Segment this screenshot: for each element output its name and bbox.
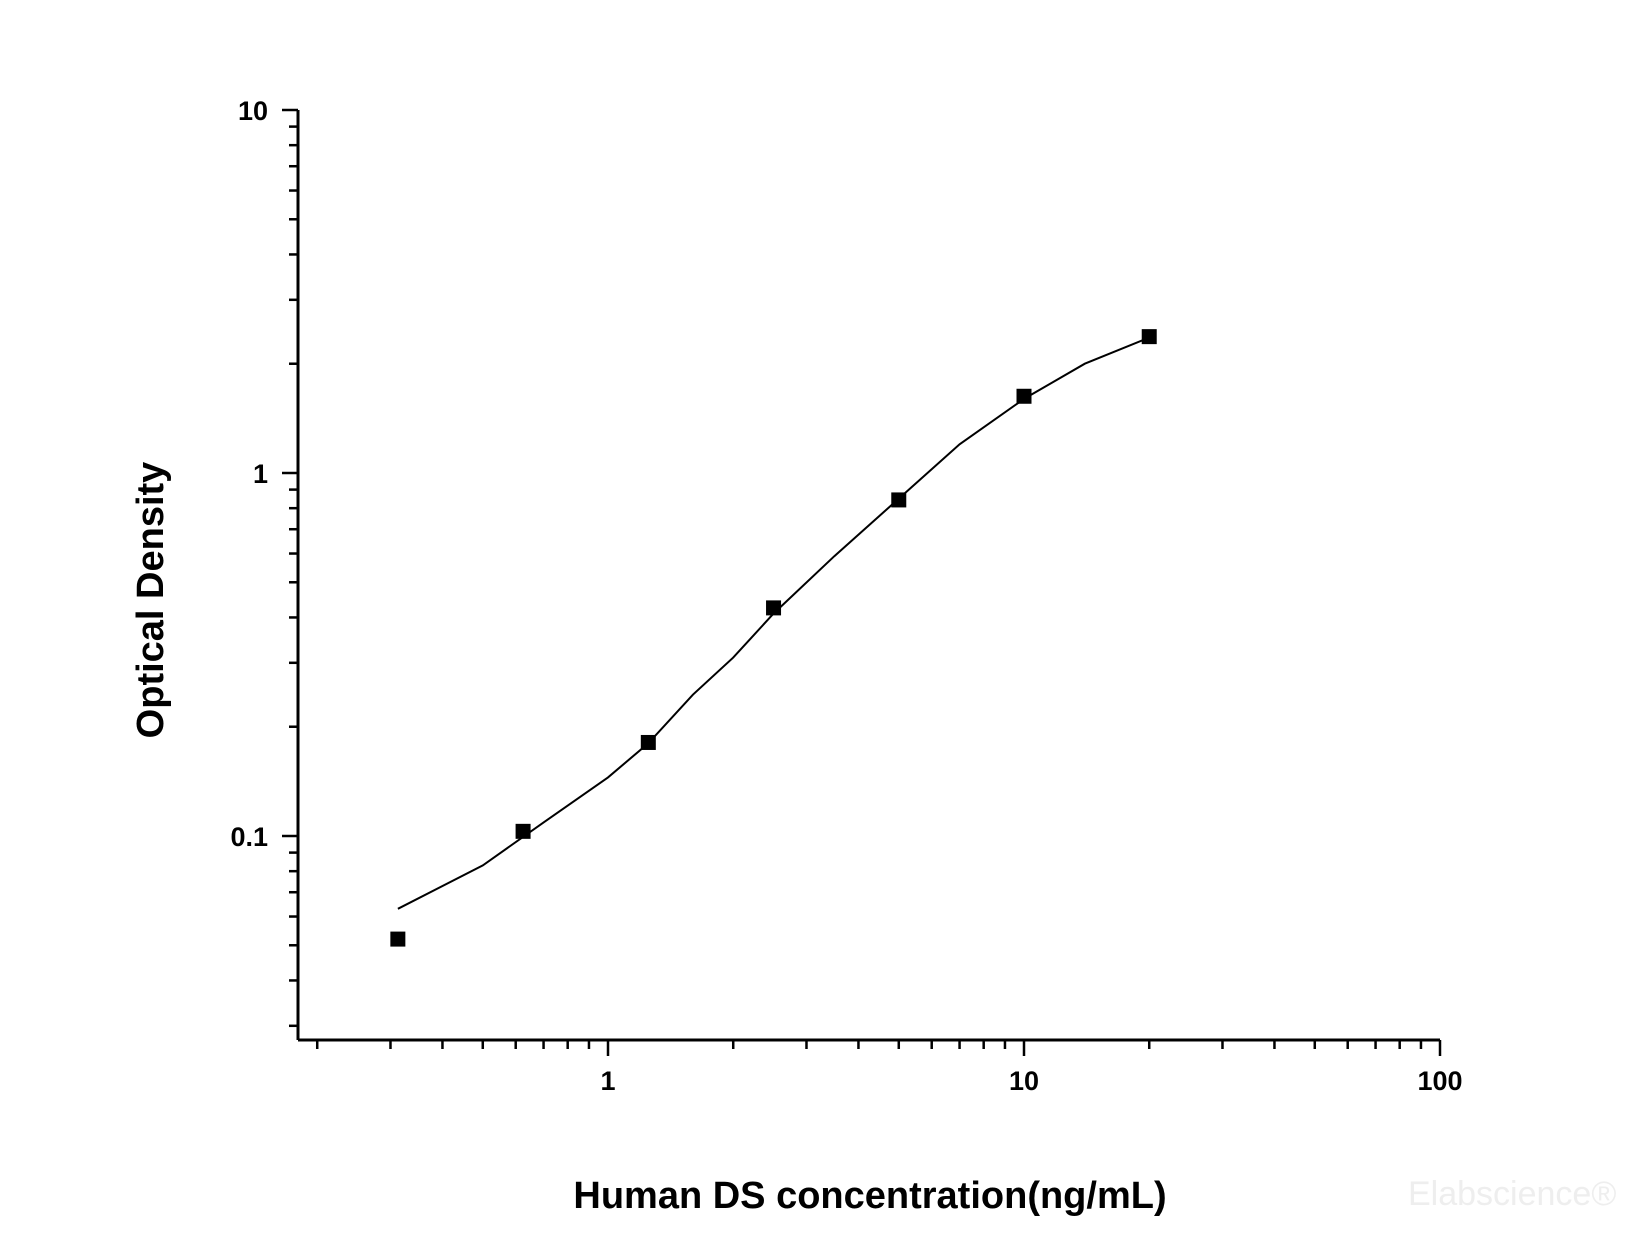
x-tick-label: 100 xyxy=(1417,1066,1462,1096)
fit-curve xyxy=(397,336,1150,910)
data-point xyxy=(640,734,656,750)
watermark-logo: Elabscience® xyxy=(1408,1175,1616,1213)
data-points xyxy=(390,329,1157,947)
y-tick-label: 1 xyxy=(253,459,268,489)
data-point xyxy=(1141,329,1157,345)
data-point xyxy=(390,931,406,947)
axes xyxy=(296,110,1440,1042)
data-point xyxy=(891,492,907,508)
fit-curve-layer xyxy=(397,336,1150,910)
data-point xyxy=(766,600,782,616)
x-tick-label: 10 xyxy=(1009,1066,1039,1096)
y-axis-tick-labels: 0.1 1 10 xyxy=(230,96,268,852)
y-tick-label: 0.1 xyxy=(230,822,268,852)
x-tick-label: 1 xyxy=(600,1066,615,1096)
x-axis-tick-labels: 1 10 100 xyxy=(600,1066,1462,1096)
x-axis-ticks xyxy=(315,1040,1442,1056)
data-point xyxy=(515,823,531,839)
y-axis-title: Optical Density xyxy=(130,462,172,739)
x-axis-title: Human DS concentration(ng/mL) xyxy=(573,1175,1166,1217)
y-axis-ticks xyxy=(282,108,298,1028)
data-point xyxy=(1016,388,1032,404)
y-tick-label: 10 xyxy=(238,96,268,126)
